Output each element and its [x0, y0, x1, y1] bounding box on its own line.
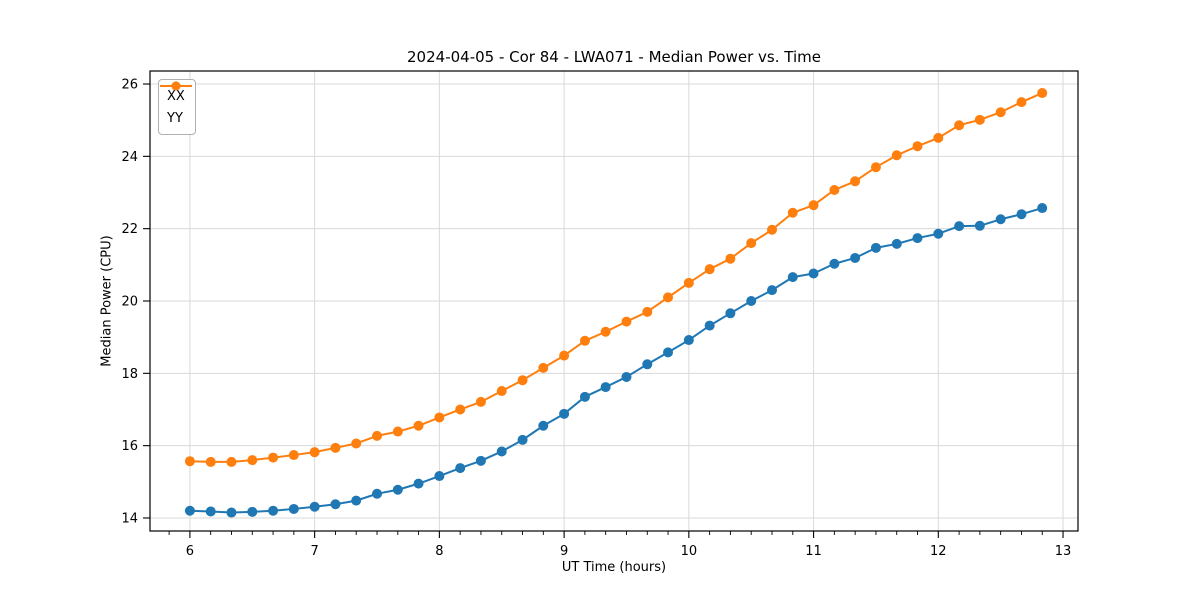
x-tick-label: 11	[805, 544, 822, 559]
x-tick-label: 13	[1055, 544, 1072, 559]
x-minor-ticks	[168, 531, 1043, 535]
legend-label-xx: XX	[167, 88, 185, 104]
x-major-ticks: 6 7 8 9 10 11 12 13	[186, 531, 1072, 559]
y-tick-label: 24	[121, 150, 138, 165]
x-tick-label: 9	[560, 544, 568, 559]
x-axis-label: UT Time (hours)	[561, 560, 667, 575]
y-tick-label: 16	[121, 439, 138, 454]
legend: XX YY	[158, 79, 196, 135]
x-tick-label: 6	[186, 544, 194, 559]
y-major-ticks: 14 16 18 20 22 24 26	[121, 78, 150, 526]
legend-line-marker-yy	[160, 81, 192, 91]
chart-title: 2024-04-05 - Cor 84 - LWA071 - Median Po…	[407, 48, 821, 66]
legend-label-yy: YY	[167, 110, 183, 126]
x-tick-label: 10	[681, 544, 698, 559]
series-YY-markers	[184, 88, 1048, 467]
y-tick-label: 20	[121, 295, 138, 310]
y-tick-label: 18	[121, 367, 138, 382]
x-tick-label: 8	[435, 544, 443, 559]
series-XX-markers	[184, 203, 1048, 518]
y-tick-label: 22	[121, 222, 138, 237]
y-axis-label: Median Power (CPU)	[99, 235, 115, 367]
x-tick-label: 12	[930, 544, 947, 559]
x-tick-label: 7	[311, 544, 319, 559]
gridlines	[150, 71, 1078, 531]
y-tick-label: 26	[121, 78, 138, 93]
y-tick-label: 14	[121, 511, 138, 526]
legend-item-yy: YY	[160, 81, 192, 129]
